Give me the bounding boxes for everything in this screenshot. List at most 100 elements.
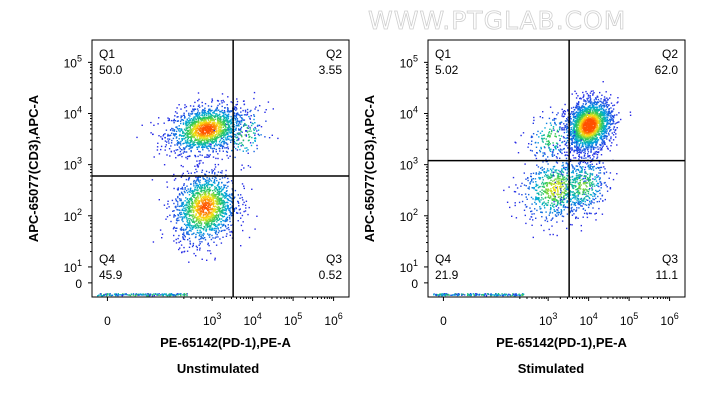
event-dot: [187, 140, 189, 142]
event-dot: [265, 109, 267, 111]
event-dot: [563, 137, 565, 139]
event-dot: [601, 102, 603, 104]
event-dot: [117, 293, 119, 296]
event-dot: [584, 109, 586, 112]
event-dot: [595, 139, 597, 142]
event-dot: [108, 294, 111, 296]
event-dot: [579, 134, 581, 136]
event-dot: [603, 142, 606, 145]
event-dot: [179, 142, 181, 144]
event-dot: [185, 209, 188, 211]
event-dot: [166, 295, 169, 297]
event-dot: [577, 124, 579, 126]
event-dot: [182, 152, 184, 154]
event-dot: [217, 206, 219, 209]
event-dot: [188, 122, 190, 124]
event-dot: [207, 242, 209, 244]
event-dot: [601, 123, 604, 125]
event-dot: [207, 213, 209, 215]
event-dot: [588, 108, 590, 111]
event-dot: [206, 145, 208, 148]
event-dot: [603, 126, 606, 129]
event-dot: [199, 187, 201, 190]
event-dot: [215, 127, 217, 129]
event-dot: [607, 105, 609, 108]
event-dot: [189, 191, 191, 193]
x-axis-label: PE-65142(PD-1),PE-A: [160, 335, 291, 350]
event-dot: [215, 113, 217, 115]
event-dot: [200, 218, 203, 220]
event-dot: [187, 136, 189, 138]
event-dot: [578, 153, 580, 156]
event-dot: [580, 146, 582, 149]
event-dot: [225, 235, 228, 237]
event-dot: [206, 134, 208, 137]
event-dot: [203, 132, 205, 135]
event-dot: [213, 215, 215, 217]
event-dot: [130, 293, 133, 295]
event-dot: [601, 107, 603, 110]
event-dot: [211, 200, 213, 202]
event-dot: [196, 148, 199, 150]
event-dot: [271, 134, 273, 136]
event-dot: [224, 229, 226, 231]
event-dot: [202, 178, 205, 180]
event-dot: [237, 194, 239, 196]
event-dot: [223, 101, 225, 103]
event-dot: [587, 97, 590, 99]
event-dot: [584, 121, 586, 123]
event-dot: [612, 108, 615, 110]
event-dot: [596, 113, 598, 116]
event-dot: [226, 198, 228, 200]
event-dot: [199, 195, 202, 197]
event-dot: [228, 138, 230, 140]
event-dot: [588, 125, 590, 127]
event-dot: [193, 136, 195, 139]
event-dot: [585, 141, 587, 143]
event-dot: [609, 129, 611, 131]
event-dot: [214, 209, 217, 211]
event-dot: [572, 106, 575, 109]
event-dot: [208, 217, 210, 219]
event-dot: [203, 178, 205, 180]
event-dot: [229, 203, 232, 206]
event-dot: [187, 222, 189, 224]
event-dot: [231, 194, 233, 196]
event-dot: [225, 119, 228, 122]
event-dot: [224, 195, 226, 197]
event-dot: [197, 197, 200, 199]
event-dot: [180, 211, 182, 214]
event-dot: [226, 204, 229, 206]
event-dot: [101, 295, 103, 297]
event-dot: [218, 181, 220, 184]
event-dot: [219, 120, 222, 122]
event-dot: [192, 145, 194, 147]
event-dot: [221, 145, 223, 147]
event-dot: [184, 217, 186, 219]
quadrant-name-q3: Q3: [326, 252, 342, 266]
event-dot: [201, 111, 203, 114]
event-dot: [201, 207, 203, 210]
event-dot: [246, 147, 248, 149]
event-dot: [184, 106, 186, 109]
event-dot: [566, 119, 569, 121]
event-dot: [235, 127, 237, 129]
event-dot: [601, 146, 603, 148]
event-dot: [569, 134, 572, 136]
event-dot: [178, 193, 181, 195]
quadrant-name-q1: Q1: [99, 47, 115, 61]
event-dot: [239, 208, 241, 210]
event-dot: [219, 178, 221, 180]
event-dot: [214, 163, 216, 166]
dot-cloud: [97, 91, 279, 297]
event-dot: [592, 90, 594, 92]
event-dot: [210, 194, 212, 196]
event-dot: [204, 179, 207, 181]
event-dot: [574, 90, 576, 92]
event-dot: [187, 205, 190, 207]
event-dot: [199, 247, 201, 249]
event-dot: [589, 115, 591, 117]
event-dot: [217, 153, 219, 155]
event-dot: [580, 135, 582, 138]
event-dot: [201, 146, 203, 149]
